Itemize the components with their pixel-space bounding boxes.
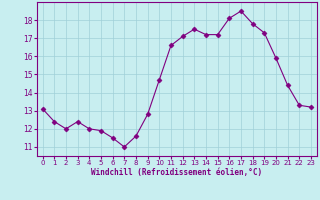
- X-axis label: Windchill (Refroidissement éolien,°C): Windchill (Refroidissement éolien,°C): [91, 168, 262, 177]
